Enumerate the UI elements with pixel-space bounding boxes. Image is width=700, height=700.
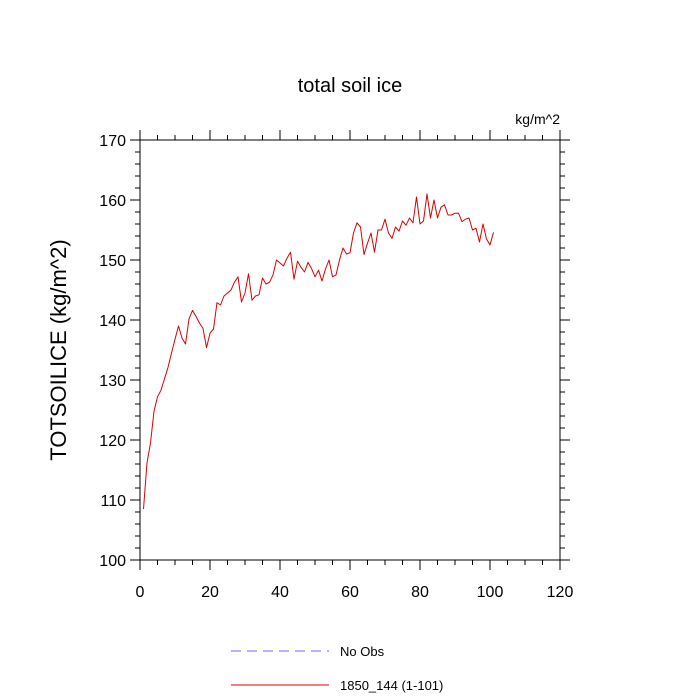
x-tick-label: 40 — [271, 584, 289, 601]
x-tick-label: 80 — [411, 584, 429, 601]
legend-label: 1850_144 (1-101) — [340, 678, 443, 693]
legend: No Obs 1850_144 (1-101) — [231, 644, 443, 693]
y-tick-label: 130 — [99, 373, 126, 390]
y-tick-label: 150 — [99, 253, 126, 270]
legend-label: No Obs — [340, 644, 385, 659]
y-axis-label: TOTSOILICE (kg/m^2) — [46, 239, 71, 460]
series-layer — [143, 193, 494, 510]
y-tick-label: 170 — [99, 133, 126, 150]
y-tick-label: 160 — [99, 193, 126, 210]
tick-labels: 0 20 40 60 80 100 120 100 110 120 130 140 150 160 170 — [99, 133, 573, 601]
x-tick-label: 120 — [547, 584, 574, 601]
y-tick-label: 140 — [99, 313, 126, 330]
chart-title: total soil ice — [298, 75, 403, 97]
y-tick-label: 120 — [99, 433, 126, 450]
units-label: kg/m^2 — [515, 111, 560, 127]
x-tick-label: 0 — [136, 584, 145, 601]
y-tick-label: 100 — [99, 553, 126, 570]
series-line — [143, 193, 494, 510]
x-tick-label: 60 — [341, 584, 359, 601]
y-tick-label: 110 — [100, 493, 126, 510]
x-tick-label: 100 — [477, 584, 504, 601]
plot-frame — [139, 139, 561, 561]
axis-ticks — [130, 130, 570, 570]
x-tick-label: 20 — [201, 584, 219, 601]
